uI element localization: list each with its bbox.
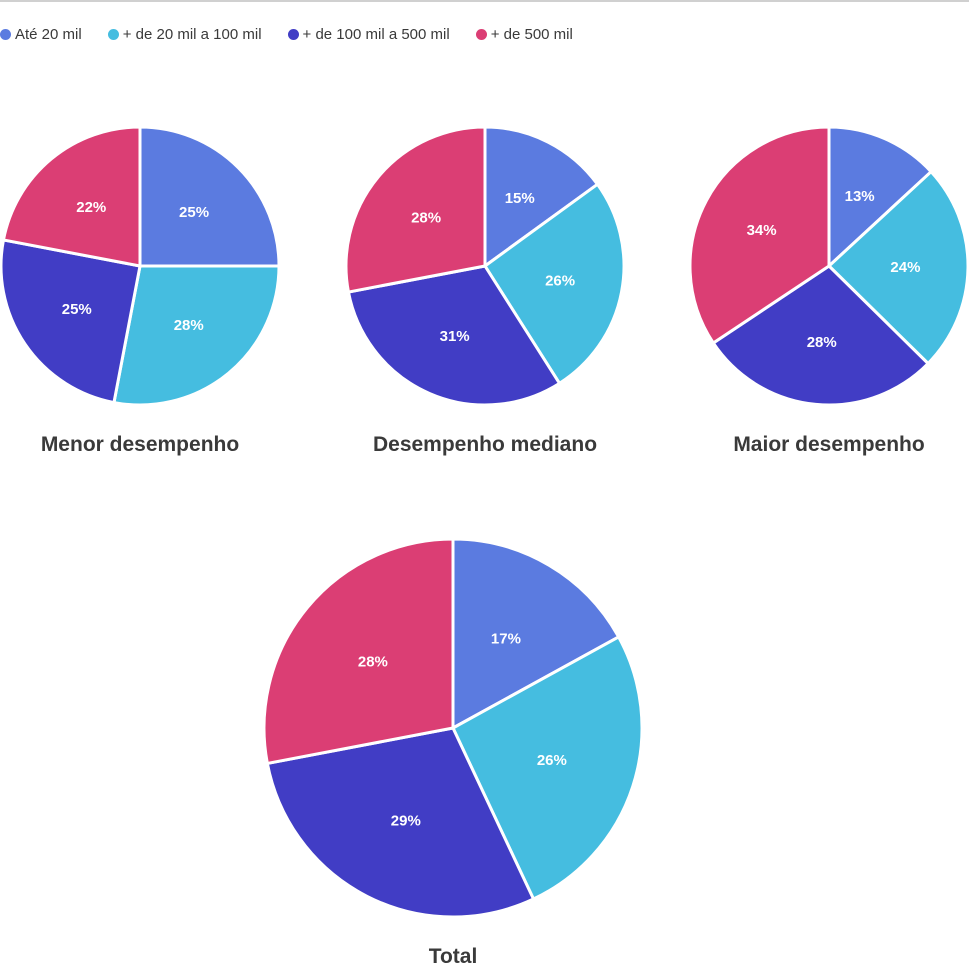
- slice-label: 15%: [505, 190, 535, 207]
- pie-slice[interactable]: [138, 125, 281, 268]
- legend-label: + de 100 mil a 500 mil: [302, 26, 450, 43]
- pie-slice[interactable]: [265, 726, 535, 919]
- chart-title: Maior desempenho: [733, 433, 924, 456]
- slice-label: 31%: [440, 328, 470, 345]
- pie-slice[interactable]: [451, 635, 644, 901]
- slice-label: 34%: [747, 222, 777, 239]
- legend-label: Até 20 mil: [15, 26, 82, 43]
- pie-slice[interactable]: [483, 125, 599, 268]
- pie-slice[interactable]: [483, 182, 626, 385]
- legend-label: + de 20 mil a 100 mil: [122, 26, 262, 43]
- pie-slice[interactable]: [344, 125, 487, 294]
- slice-label: 17%: [491, 631, 521, 648]
- pie-slice[interactable]: [112, 264, 281, 407]
- legend-swatch: [475, 29, 487, 40]
- slice-label: 13%: [845, 188, 875, 205]
- legend-item-ate-20-mil[interactable]: Até 20 mil: [0, 26, 82, 43]
- pie-slice[interactable]: [1, 125, 142, 268]
- pie-slice[interactable]: [0, 238, 142, 405]
- legend-item-500-mil[interactable]: + de 500 mil: [475, 26, 573, 43]
- chart-title: Total: [429, 945, 478, 968]
- chart-title: Menor desempenho: [41, 433, 239, 456]
- pie-menor-desempenho: 25% 28% 25% 22% Menor desempenho: [0, 125, 281, 456]
- pie-slice[interactable]: [711, 264, 930, 407]
- pie-slice[interactable]: [262, 537, 455, 765]
- legend-label: + de 500 mil: [490, 26, 573, 43]
- legend-swatch: [0, 29, 11, 40]
- legend-swatch: [287, 29, 299, 40]
- slice-label: 26%: [537, 752, 567, 769]
- slice-label: 25%: [62, 301, 92, 318]
- pie-slice[interactable]: [827, 125, 933, 268]
- pie-slice[interactable]: [451, 537, 621, 730]
- slice-label: 26%: [545, 272, 575, 289]
- slice-label: 28%: [174, 317, 204, 334]
- pie-total: 17% 26% 29% 28% Total: [262, 537, 644, 968]
- legend: Até 20 mil + de 20 mil a 100 mil + de 10…: [0, 26, 599, 43]
- top-divider: [0, 0, 969, 2]
- slice-label: 24%: [890, 259, 920, 276]
- legend-item-20-100-mil[interactable]: + de 20 mil a 100 mil: [107, 26, 262, 43]
- pie-slice[interactable]: [346, 264, 561, 407]
- legend-swatch: [107, 29, 119, 40]
- slice-label: 28%: [411, 209, 441, 226]
- pie-slice[interactable]: [688, 125, 831, 345]
- slice-label: 29%: [391, 813, 421, 830]
- slice-label: 22%: [76, 199, 106, 216]
- slice-label: 25%: [179, 204, 209, 221]
- chart-title: Desempenho mediano: [373, 433, 597, 456]
- legend-item-100-500-mil[interactable]: + de 100 mil a 500 mil: [287, 26, 450, 43]
- slice-label: 28%: [358, 654, 388, 671]
- pie-maior-desempenho: 13% 24% 28% 34% Maior desempenho: [688, 125, 969, 456]
- pie-slice[interactable]: [827, 170, 969, 366]
- slice-label: 28%: [807, 334, 837, 351]
- pie-desempenho-mediano: 15% 26% 31% 28% Desempenho mediano: [344, 125, 626, 456]
